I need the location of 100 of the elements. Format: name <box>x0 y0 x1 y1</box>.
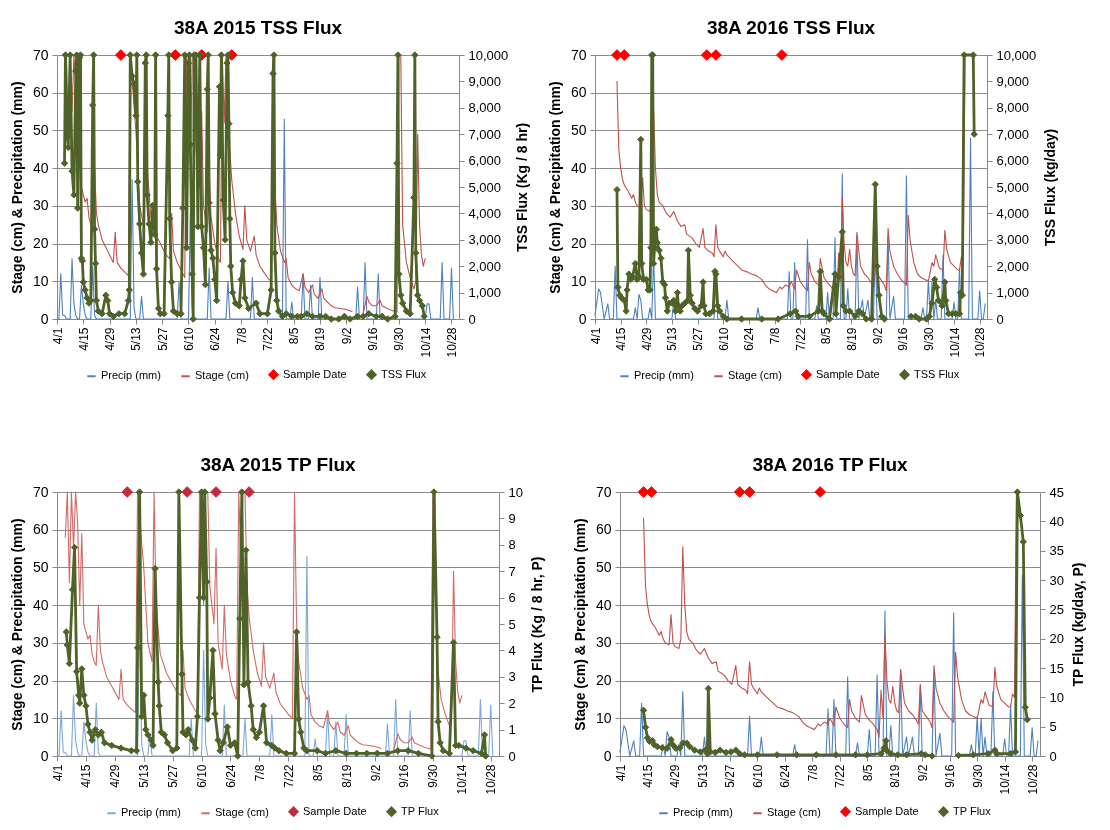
y-axis-title: Stage (cm) & Precipitation (mm) <box>546 81 563 294</box>
x-tick-label: 9/2 <box>339 327 354 345</box>
y2-tick-label: 4 <box>508 642 516 658</box>
x-tick-label: 5/27 <box>166 764 181 788</box>
x-tick-label: 4/29 <box>103 327 118 351</box>
x-tick-label: 6/24 <box>742 327 757 351</box>
y-axis-title: Stage (cm) & Precipitation (mm) <box>571 518 588 731</box>
x-tick-label: 6/10 <box>195 764 210 788</box>
x-tick-label: 7/22 <box>793 327 808 351</box>
y2-tick-label: 9,000 <box>996 73 1030 89</box>
y2-tick-label: 45 <box>1049 484 1064 500</box>
y2-tick-label: 10 <box>1049 689 1064 705</box>
x-tick-label: 9/16 <box>896 327 911 351</box>
y2-tick-label: 4,000 <box>996 205 1030 221</box>
x-tick-label: 4/15 <box>640 764 655 788</box>
y2-tick-label: 40 <box>1049 513 1064 529</box>
y2-tick-label: 0 <box>468 311 476 327</box>
x-tick-label: 8/5 <box>860 764 875 782</box>
y2-tick-label: 3,000 <box>996 232 1030 248</box>
y2-tick-label: 2,000 <box>996 258 1030 274</box>
x-tick-label: 10/28 <box>484 764 499 795</box>
x-tick-label: 6/24 <box>208 327 223 351</box>
x-tick-label: 9/2 <box>368 764 383 782</box>
legend-label: Precip (mm) <box>634 369 694 382</box>
legend-label: TP Flux <box>953 804 992 817</box>
y-tick-label: 30 <box>32 197 49 214</box>
y-tick-label: 20 <box>595 672 612 689</box>
x-tick-label: 4/29 <box>668 764 683 788</box>
y-tick-label: 10 <box>595 709 612 726</box>
y-tick-label: 30 <box>595 634 612 651</box>
y-tick-label: 10 <box>32 709 49 726</box>
y-tick-label: 60 <box>570 84 587 101</box>
x-tick-label: 8/19 <box>844 327 859 351</box>
x-tick-label: 4/1 <box>613 764 628 782</box>
legend-label: TSS Flux <box>914 367 960 380</box>
y2-tick-label: 1 <box>508 722 516 738</box>
y-tick-label: 40 <box>570 159 587 176</box>
x-tick-label: 8/19 <box>313 327 328 351</box>
y2-tick-label: 30 <box>1049 572 1064 588</box>
x-tick-label: 10/14 <box>418 327 433 358</box>
y2-tick-label: 0 <box>996 311 1004 327</box>
y-tick-label: 70 <box>32 483 49 500</box>
x-tick-label: 9/30 <box>426 764 441 788</box>
x-tick-label: 9/30 <box>392 327 407 351</box>
x-tick-label: 7/8 <box>252 764 267 782</box>
y-tick-label: 40 <box>32 159 49 176</box>
x-tick-label: 5/13 <box>665 327 680 351</box>
legend-label: Sample Date <box>303 804 367 817</box>
y2-tick-label: 9,000 <box>468 73 502 89</box>
y-tick-label: 20 <box>570 235 587 252</box>
x-tick-label: 8/5 <box>287 327 302 345</box>
x-tick-label: 10/14 <box>455 764 470 795</box>
y2-axis-title: TSS Flux (kg/day) <box>1042 128 1059 247</box>
x-tick-label: 7/8 <box>768 327 783 345</box>
y2-axis-title: TP Flux (Kg / 8 hr, P) <box>528 556 545 693</box>
y2-tick-label: 7,000 <box>996 126 1030 142</box>
y2-tick-label: 2 <box>508 695 516 711</box>
y-tick-label: 60 <box>32 84 49 101</box>
x-tick-label: 6/10 <box>716 327 731 351</box>
x-tick-label: 4/1 <box>50 764 65 782</box>
y-tick-label: 60 <box>595 521 612 538</box>
y2-tick-label: 9 <box>508 510 516 526</box>
y2-tick-label: 5 <box>508 616 516 632</box>
x-tick-label: 6/24 <box>224 764 238 788</box>
x-tick-label: 4/29 <box>108 764 123 788</box>
y-tick-label: 30 <box>32 634 49 651</box>
x-tick-label: 9/2 <box>915 764 930 782</box>
x-tick-label: 6/24 <box>778 764 793 788</box>
legend-label: Precip (mm) <box>101 369 161 382</box>
x-tick-label: 7/8 <box>234 327 249 345</box>
y2-tick-label: 10 <box>508 484 523 500</box>
x-tick-label: 8/19 <box>339 764 354 788</box>
legend-label: Sample Date <box>283 367 347 380</box>
x-tick-label: 7/8 <box>805 764 820 782</box>
x-tick-label: 10/28 <box>973 327 988 358</box>
legend-label: Stage (cm) <box>215 806 269 819</box>
y2-tick-label: 20 <box>1049 631 1064 647</box>
y-tick-label: 20 <box>32 235 49 252</box>
chart-title: 38A 2015 TSS Flux <box>173 16 343 38</box>
y2-tick-label: 8,000 <box>468 100 502 116</box>
y2-tick-label: 1,000 <box>468 285 502 301</box>
x-tick-label: 4/15 <box>79 764 94 788</box>
y-tick-label: 70 <box>595 483 612 500</box>
x-tick-label: 8/5 <box>819 327 834 345</box>
x-tick-label: 8/19 <box>888 764 903 788</box>
x-tick-label: 8/5 <box>310 764 325 782</box>
x-tick-label: 7/22 <box>260 327 275 351</box>
y-tick-label: 0 <box>603 747 612 764</box>
y2-tick-label: 10,000 <box>996 47 1037 63</box>
y-axis-title: Stage (cm) & Precipitation (mm) <box>8 81 25 294</box>
y-tick-label: 0 <box>40 747 49 764</box>
x-tick-label: 4/15 <box>614 327 629 351</box>
y2-tick-label: 25 <box>1049 601 1064 617</box>
y2-axis-title: TSS Flux (Kg / 8 hr) <box>514 122 531 253</box>
x-tick-label: 5/27 <box>155 327 170 351</box>
y-tick-label: 60 <box>32 521 49 538</box>
y2-tick-label: 7,000 <box>468 126 502 142</box>
y-tick-label: 0 <box>40 310 49 327</box>
y-tick-label: 30 <box>570 197 587 214</box>
y2-tick-label: 2,000 <box>468 258 502 274</box>
